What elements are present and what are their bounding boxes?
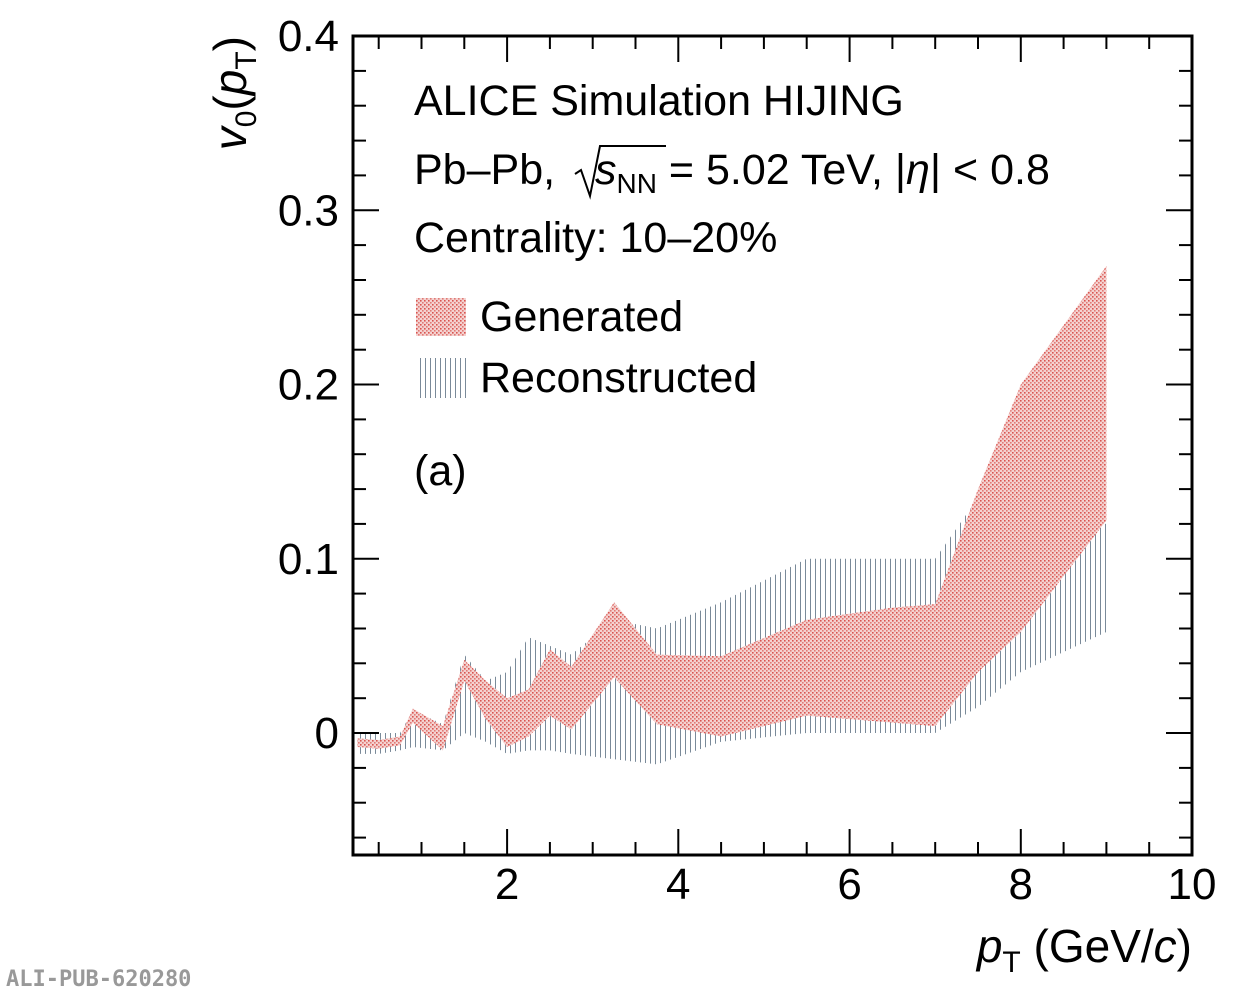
- legend-generated-label: Generated: [480, 293, 683, 341]
- axis-ticks: [353, 35, 1193, 855]
- x-tick-label: 2: [495, 860, 519, 909]
- svg-text:Pb–Pb, sNN = 5.02 TeV, |η| < 0: Pb–Pb, sNN = 5.02 TeV, |η| < 0.8: [414, 146, 1050, 199]
- tick-labels: 2 4 6 8 10 0 0.1 0.2 0.3 0.4: [278, 12, 1217, 909]
- y-tick-label: 0.4: [278, 12, 339, 61]
- y-axis-title: v0(pT): [204, 36, 263, 150]
- publication-id: ALI-PUB-620280: [6, 967, 191, 992]
- experiment-label: ALICE Simulation HIJING: [414, 77, 904, 125]
- band-generated: [357, 266, 1107, 751]
- plot-frame: [351, 34, 1194, 857]
- x-tick-label: 6: [837, 860, 861, 909]
- legend-reconstructed-label: Reconstructed: [480, 354, 757, 402]
- data-bands: [357, 266, 1107, 765]
- legend-generated-swatch: [416, 298, 466, 336]
- y-tick-label: 0: [315, 709, 339, 758]
- x-tick-label: 4: [666, 860, 690, 909]
- y-tick-label: 0.1: [278, 535, 339, 584]
- x-tick-label: 8: [1009, 860, 1033, 909]
- x-tick-label: 10: [1168, 860, 1217, 909]
- legend-reconstructed-swatch: [416, 358, 466, 398]
- x-axis-title: pT (GeV/c): [975, 920, 1192, 979]
- collision-system-label: Pb–Pb, sNN = 5.02 TeV, |η| < 0.8: [414, 145, 1050, 200]
- centrality-label: Centrality: 10–20%: [414, 214, 777, 262]
- legend: Generated Reconstructed: [416, 293, 757, 402]
- y-tick-label: 0.3: [278, 186, 339, 235]
- y-tick-label: 0.2: [278, 361, 339, 410]
- panel-label: (a): [414, 447, 467, 495]
- sqrt-symbol: [574, 145, 666, 200]
